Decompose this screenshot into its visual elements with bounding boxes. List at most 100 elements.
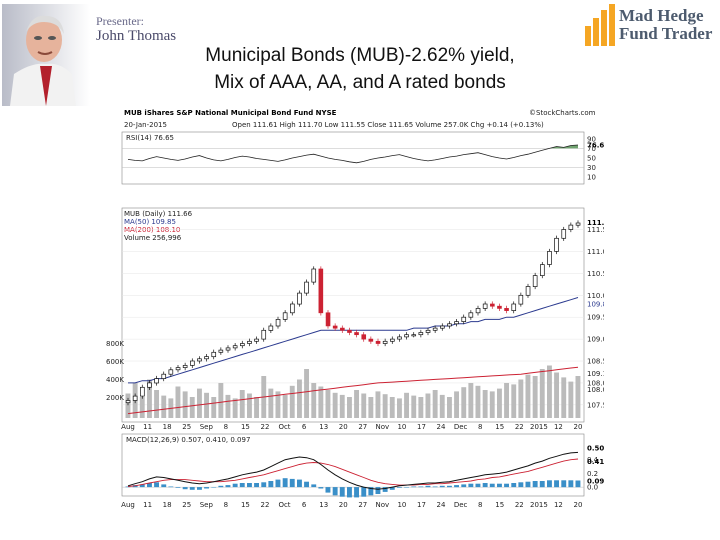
price-candle xyxy=(268,323,274,333)
candle-body xyxy=(190,360,195,366)
price-tick-label: 107.5 xyxy=(587,401,604,409)
x-tick-label: 24 xyxy=(437,423,446,431)
macd-line xyxy=(127,451,579,490)
macd-histogram-bar xyxy=(175,487,181,488)
volume-bar xyxy=(282,394,288,418)
candle-body xyxy=(254,338,259,342)
macd-histogram-bar xyxy=(125,486,131,488)
volume-bar xyxy=(547,365,552,418)
price-candle xyxy=(304,279,309,296)
volume-bar xyxy=(518,379,524,418)
macd-histogram-bar xyxy=(361,487,367,497)
macd-histogram-bar xyxy=(468,483,474,488)
volume-bar xyxy=(225,394,231,418)
volume-bar xyxy=(232,398,238,418)
price-candle xyxy=(390,336,395,344)
candle-body xyxy=(168,369,174,375)
price-candle xyxy=(318,266,324,316)
x-tick-label: 24 xyxy=(437,501,446,509)
x-tick-label: Nov xyxy=(375,501,389,509)
price-tick-label: 109.5 xyxy=(587,314,604,322)
macd-histogram-bar xyxy=(347,487,352,498)
x-tick-label: Oct xyxy=(278,423,290,431)
macd-histogram-bar xyxy=(518,482,524,488)
candle-body xyxy=(382,340,388,344)
candle-body xyxy=(232,345,238,349)
rsi-label: RSI(14) 76.65 xyxy=(126,134,174,142)
macd-histogram-bar xyxy=(318,487,324,489)
macd-histogram-bar xyxy=(147,483,152,488)
volume-bar xyxy=(439,394,445,418)
x-tick-label: 18 xyxy=(163,501,172,509)
candle-body xyxy=(518,294,524,305)
candle-body xyxy=(497,305,502,309)
volume-right-tick-label: 109.10 xyxy=(587,370,604,378)
macd-histogram-bar xyxy=(204,487,209,489)
price-candle xyxy=(404,332,409,340)
price-candle xyxy=(340,325,345,333)
volume-bar xyxy=(211,397,217,418)
volume-bar xyxy=(382,394,388,418)
price-candle xyxy=(132,393,138,404)
macd-histogram-bar xyxy=(404,487,409,488)
candle-body xyxy=(461,316,467,322)
volume-bar xyxy=(425,393,431,418)
x-tick-label: 20 xyxy=(574,423,583,431)
x-tick-label: 8 xyxy=(224,423,228,431)
price-candle xyxy=(211,349,217,360)
volume-bar xyxy=(575,376,581,418)
price-candle xyxy=(425,327,431,336)
volume-bar xyxy=(218,383,224,418)
candle-body xyxy=(218,349,224,353)
macd-current-value: 0.410 xyxy=(587,458,604,466)
price-candle xyxy=(182,362,188,371)
candle-body xyxy=(290,303,295,314)
x-tick-label: 22 xyxy=(261,423,270,431)
macd-histogram-bar xyxy=(254,483,259,488)
macd-histogram-bar xyxy=(282,478,288,488)
macd-histogram-bar xyxy=(375,487,381,494)
macd-histogram-bar xyxy=(504,483,509,488)
volume-bar xyxy=(554,372,559,418)
ma50-label: MA(50) 109.85 xyxy=(124,218,176,226)
price-candle xyxy=(497,303,502,312)
price-candle xyxy=(461,314,467,325)
rsi-tick-label: 30 xyxy=(587,164,596,172)
price-current-value: 111.66 xyxy=(587,219,604,227)
x-tick-label: 13 xyxy=(319,501,328,509)
candle-body xyxy=(182,365,188,368)
price-candle xyxy=(311,266,317,285)
price-candle xyxy=(482,301,488,312)
macd-histogram-bar xyxy=(447,485,452,488)
price-candle xyxy=(147,380,152,390)
price-candle xyxy=(297,290,302,307)
macd-tick-label: 0.2 xyxy=(587,470,598,478)
candle-body xyxy=(268,325,274,331)
price-candle xyxy=(382,338,388,347)
x-tick-label: Sep xyxy=(200,501,214,509)
price-candle xyxy=(204,354,209,362)
volume-bar xyxy=(325,390,331,418)
x-tick-label: 22 xyxy=(261,501,270,509)
price-candle xyxy=(232,343,238,351)
macd-histogram-bar xyxy=(511,483,517,488)
candle-body xyxy=(454,321,459,325)
volume-bar xyxy=(397,398,402,418)
macd-histogram-bar xyxy=(161,484,167,488)
macd-histogram-bar xyxy=(325,487,331,493)
candle-body xyxy=(240,343,245,347)
macd-histogram-bar xyxy=(425,485,431,488)
macd-histogram-bar xyxy=(218,485,224,488)
price-candle xyxy=(532,272,538,290)
candle-body xyxy=(275,319,281,327)
price-tick-label: 111.0 xyxy=(587,248,604,256)
x-tick-label: Sep xyxy=(200,423,214,431)
price-candle xyxy=(332,323,338,331)
x-tick-label: 20 xyxy=(339,501,348,509)
price-candle xyxy=(154,375,159,386)
price-candle xyxy=(418,329,424,338)
logo-bars-icon xyxy=(585,4,615,46)
volume-bar xyxy=(389,397,395,418)
volume-bar xyxy=(504,383,509,418)
x-tick-label: 27 xyxy=(358,423,367,431)
